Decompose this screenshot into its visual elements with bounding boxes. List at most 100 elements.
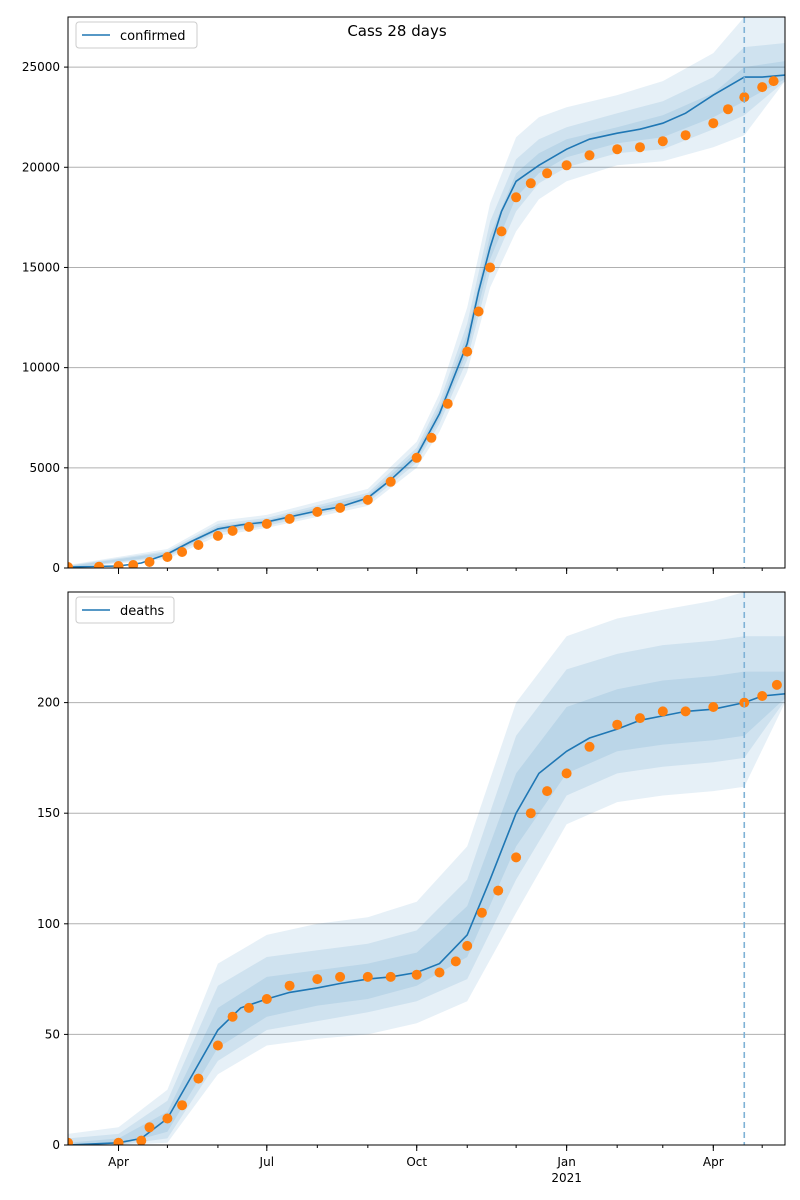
observed-point bbox=[680, 130, 691, 141]
x-tick-label: Oct bbox=[406, 1155, 427, 1169]
observed-point bbox=[525, 808, 536, 819]
y-tick-label: 0 bbox=[52, 1138, 60, 1152]
y-tick-label: 10000 bbox=[22, 361, 60, 375]
observed-point bbox=[284, 513, 295, 524]
observed-point bbox=[757, 691, 768, 701]
observed-point bbox=[635, 142, 645, 153]
y-tick-label: 150 bbox=[37, 806, 60, 820]
observed-point bbox=[212, 530, 223, 541]
x-tick-label: Apr bbox=[703, 1155, 724, 1169]
observed-point bbox=[542, 168, 553, 179]
figure-title: Cass 28 days bbox=[347, 22, 447, 40]
y-tick-label: 15000 bbox=[22, 260, 60, 274]
x-axis-labels: Apr Jul Oct Jan 2021 Apr bbox=[108, 1155, 724, 1185]
observed-point bbox=[193, 540, 204, 550]
y-tick-label: 0 bbox=[52, 561, 60, 575]
axes-frame bbox=[67, 16, 786, 569]
observed-point bbox=[227, 1011, 238, 1022]
observed-point bbox=[561, 768, 572, 779]
observed-point bbox=[144, 1122, 155, 1133]
observed-point bbox=[635, 713, 645, 724]
observed-point bbox=[162, 1113, 173, 1124]
y-tick-label: 200 bbox=[37, 696, 60, 710]
observed-point bbox=[612, 719, 623, 730]
observed-point bbox=[243, 1002, 254, 1013]
x-tick-label: Jan bbox=[556, 1155, 576, 1169]
observed-point bbox=[144, 557, 155, 567]
observed-point bbox=[261, 518, 272, 529]
legend-label: deaths bbox=[120, 604, 165, 619]
deaths-panel: 0 50 100 150 200 deaths bbox=[37, 591, 786, 1152]
observed-point bbox=[335, 502, 346, 513]
x-tick-label: Jul bbox=[259, 1155, 274, 1169]
band-middle bbox=[68, 636, 785, 1145]
observed-point bbox=[584, 741, 595, 752]
observed-point bbox=[177, 1100, 188, 1111]
observed-point bbox=[94, 561, 104, 568]
observed-point bbox=[261, 994, 272, 1004]
observed-point bbox=[511, 192, 522, 203]
observed-point bbox=[136, 1135, 147, 1145]
observed-point bbox=[768, 76, 779, 87]
x-tick-year-label: 2021 bbox=[551, 1171, 582, 1185]
forecast-line bbox=[744, 74, 785, 78]
legend: confirmed bbox=[75, 21, 198, 49]
y-tick-label: 25000 bbox=[22, 60, 60, 74]
observed-point bbox=[561, 160, 572, 171]
observed-point bbox=[496, 226, 507, 237]
observed-point bbox=[476, 907, 487, 918]
observed-point bbox=[177, 547, 188, 557]
observed-point bbox=[442, 398, 453, 409]
observed-point bbox=[708, 702, 719, 712]
observed-point bbox=[128, 560, 139, 568]
observed-point bbox=[68, 562, 73, 568]
observed-point bbox=[723, 104, 733, 115]
observed-point bbox=[462, 346, 473, 357]
legend-box bbox=[75, 21, 198, 49]
observed-point bbox=[657, 136, 668, 147]
x-tick-label: Apr bbox=[108, 1155, 129, 1169]
observed-point bbox=[473, 306, 484, 317]
observed-point bbox=[227, 525, 238, 536]
legend-box bbox=[75, 596, 175, 624]
observed-point bbox=[385, 971, 396, 982]
observed-point bbox=[243, 521, 254, 532]
observed-point bbox=[385, 476, 396, 487]
band-outer bbox=[68, 17, 785, 568]
plot-area bbox=[68, 17, 785, 568]
observed-point bbox=[284, 980, 295, 991]
y-tick-label: 100 bbox=[37, 917, 60, 931]
observed-point bbox=[113, 561, 124, 568]
y-tick-label: 50 bbox=[45, 1027, 60, 1041]
observed-point bbox=[511, 852, 522, 863]
observed-point bbox=[708, 118, 719, 129]
observed-point bbox=[411, 969, 422, 980]
observed-point bbox=[312, 506, 323, 517]
observed-point bbox=[193, 1073, 204, 1084]
observed-point bbox=[462, 940, 473, 951]
observed-point bbox=[312, 974, 323, 985]
observed-point bbox=[493, 885, 504, 896]
observed-point bbox=[162, 552, 173, 562]
observed-point bbox=[362, 494, 373, 505]
legend-label: confirmed bbox=[120, 29, 186, 44]
observed-point bbox=[212, 1040, 223, 1051]
band-inner bbox=[68, 671, 785, 1145]
observed-point bbox=[612, 144, 623, 155]
observed-point bbox=[434, 967, 445, 978]
observed-point bbox=[680, 706, 691, 717]
legend: deaths bbox=[75, 596, 175, 624]
observed-point bbox=[68, 1137, 73, 1145]
y-tick-label: 5000 bbox=[29, 461, 60, 475]
observed-point bbox=[771, 679, 782, 690]
observed-point bbox=[426, 432, 437, 443]
observed-point bbox=[485, 262, 496, 273]
observed-point bbox=[657, 706, 668, 717]
observed-point bbox=[411, 452, 422, 463]
axes-frame bbox=[67, 591, 786, 1146]
confirmed-panel: 0 5000 10000 15000 20000 25000 confirmed bbox=[22, 16, 786, 575]
observed-point bbox=[362, 971, 373, 982]
observed-point bbox=[113, 1137, 124, 1145]
plot-area bbox=[68, 592, 785, 1145]
